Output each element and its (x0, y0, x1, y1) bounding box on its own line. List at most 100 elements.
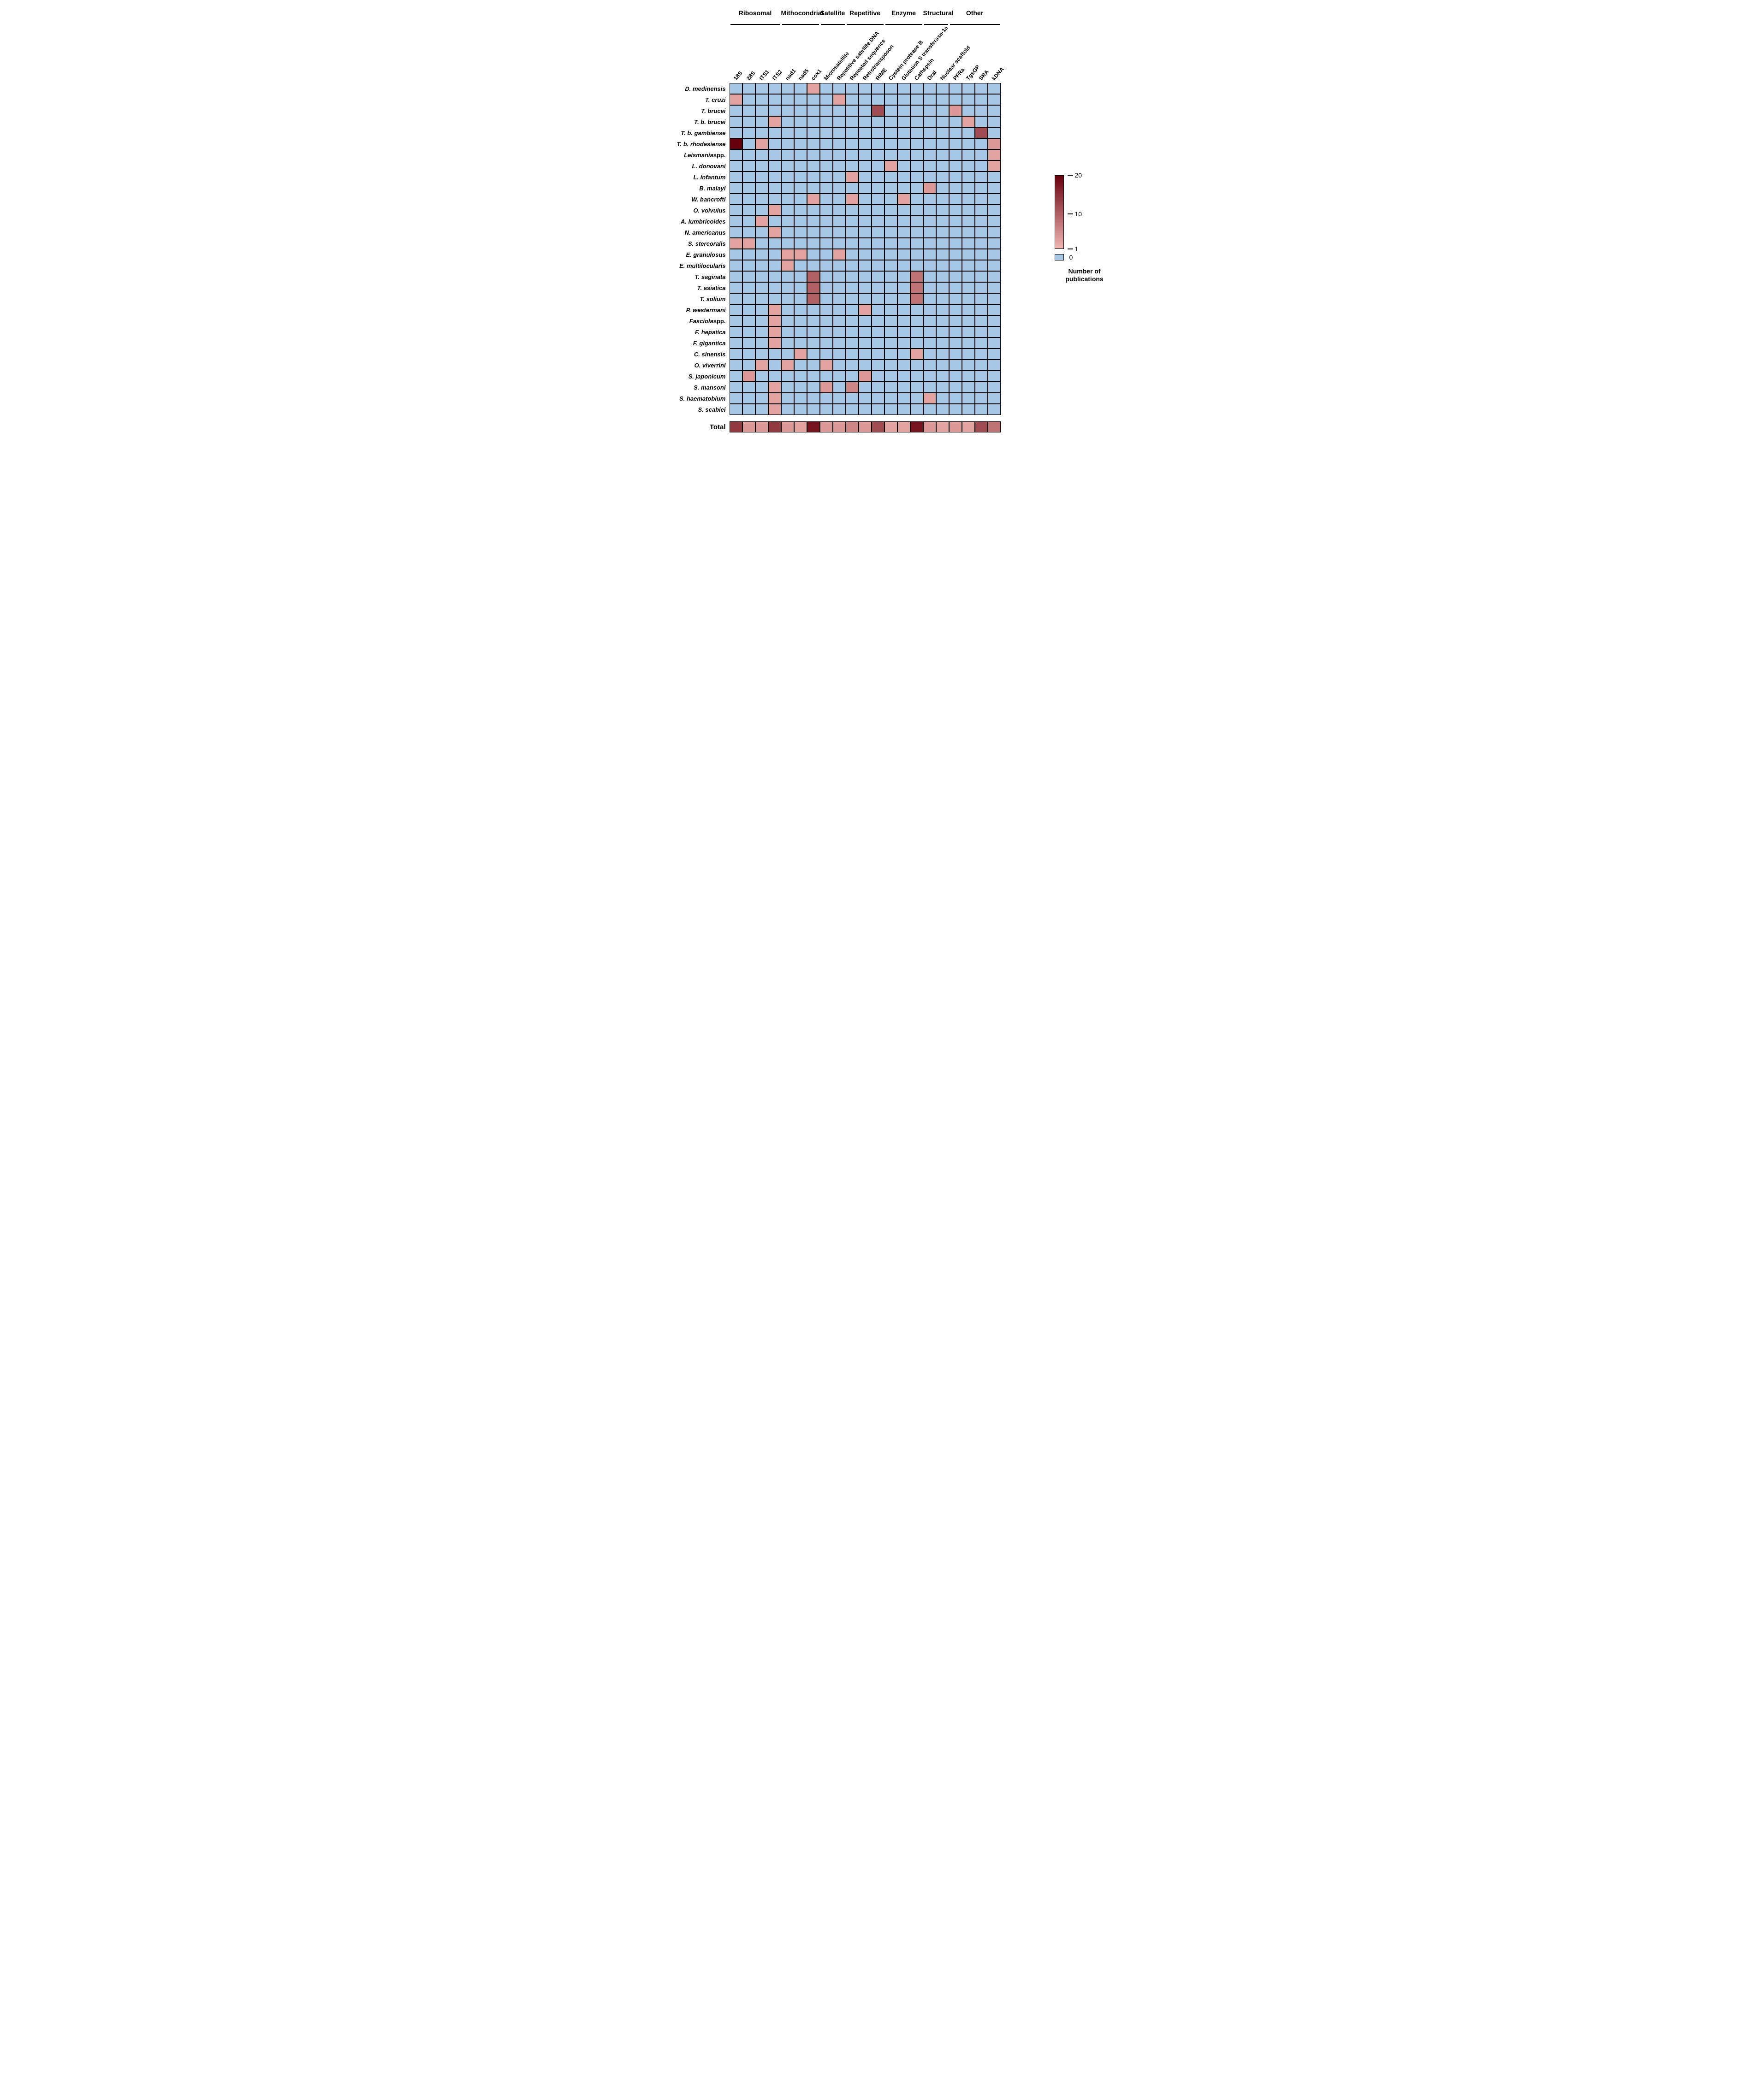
heatmap-cell (742, 326, 755, 337)
heatmap-cell (833, 349, 846, 360)
row-label: T. asiatica (651, 282, 730, 293)
heatmap-cell (794, 216, 807, 227)
legend-tick-dash (1068, 248, 1073, 249)
row-label: E. granulosus (651, 249, 730, 260)
heatmap-cell (833, 382, 846, 393)
heatmap-cell (949, 326, 962, 337)
row-label: F. hepatica (651, 326, 730, 337)
heatmap-cell (768, 260, 781, 271)
heatmap-cell (833, 116, 846, 127)
heatmap-cell (910, 138, 923, 149)
heatmap-cell (730, 404, 742, 415)
figure-container: RibosomalMithocondrialSatelliteRepetitiv… (637, 0, 1126, 451)
heatmap-cell (768, 238, 781, 249)
heatmap-cell (975, 337, 988, 349)
heatmap-cell (988, 172, 1001, 183)
heatmap-cell (730, 127, 742, 138)
heatmap-cell (755, 105, 768, 116)
heatmap-cell (755, 216, 768, 227)
heatmap-cell (936, 249, 949, 260)
heatmap-cell (755, 393, 768, 404)
heatmap-cell (833, 393, 846, 404)
heatmap-cell (755, 293, 768, 304)
heatmap-cell (794, 315, 807, 326)
heatmap-cell (884, 282, 897, 293)
total-cell (807, 421, 820, 432)
heatmap-cell (910, 315, 923, 326)
heatmap-cell (872, 149, 884, 160)
total-cell (949, 421, 962, 432)
heatmap-row: B. malayi (651, 183, 1112, 194)
heatmap-cell (884, 293, 897, 304)
heatmap-cell (794, 94, 807, 105)
heatmap-cell (910, 160, 923, 172)
heatmap-cell (794, 138, 807, 149)
heatmap-cell (975, 194, 988, 205)
heatmap-cell (884, 172, 897, 183)
heatmap-cell (742, 304, 755, 315)
total-cell (846, 421, 859, 432)
heatmap-cell (730, 94, 742, 105)
heatmap-cell (949, 393, 962, 404)
heatmap-cell (923, 393, 936, 404)
row-label: D. medinensis (651, 83, 730, 94)
heatmap-cell (755, 94, 768, 105)
row-label: S. mansoni (651, 382, 730, 393)
heatmap-cell (730, 105, 742, 116)
heatmap-cell (975, 183, 988, 194)
row-cells (730, 349, 1001, 360)
heatmap-cell (936, 349, 949, 360)
heatmap-cell (781, 216, 794, 227)
heatmap-cell (962, 315, 975, 326)
heatmap-cell (975, 293, 988, 304)
heatmap-cell (730, 282, 742, 293)
heatmap-cell (833, 337, 846, 349)
heatmap-cell (975, 172, 988, 183)
heatmap-cell (962, 326, 975, 337)
heatmap-cell (794, 227, 807, 238)
heatmap-cell (730, 326, 742, 337)
heatmap-cell (807, 183, 820, 194)
heatmap-cell (936, 205, 949, 216)
heatmap-cell (988, 293, 1001, 304)
heatmap-cell (742, 172, 755, 183)
heatmap-cell (846, 216, 859, 227)
heatmap-cell (949, 227, 962, 238)
heatmap-chart: RibosomalMithocondrialSatelliteRepetitiv… (651, 9, 1112, 432)
heatmap-cell (781, 127, 794, 138)
heatmap-cell (820, 160, 833, 172)
heatmap-cell (820, 227, 833, 238)
row-label: T. b. gambiense (651, 127, 730, 138)
heatmap-cell (884, 349, 897, 360)
total-cell (988, 421, 1001, 432)
row-cells (730, 216, 1001, 227)
heatmap-cell (872, 337, 884, 349)
heatmap-cell (781, 238, 794, 249)
heatmap-cell (768, 393, 781, 404)
heatmap-cell (923, 194, 936, 205)
heatmap-cell (962, 216, 975, 227)
heatmap-cell (936, 238, 949, 249)
heatmap-cell (833, 315, 846, 326)
heatmap-cell (846, 249, 859, 260)
heatmap-cell (768, 282, 781, 293)
heatmap-cell (781, 105, 794, 116)
heatmap-cell (807, 116, 820, 127)
heatmap-cell (755, 149, 768, 160)
heatmap-cell (755, 205, 768, 216)
heatmap-cell (730, 83, 742, 94)
heatmap-cell (833, 293, 846, 304)
heatmap-cell (820, 382, 833, 393)
heatmap-cell (730, 249, 742, 260)
total-cell (768, 421, 781, 432)
heatmap-cell (807, 315, 820, 326)
heatmap-cell (936, 127, 949, 138)
heatmap-cell (730, 160, 742, 172)
heatmap-cell (781, 360, 794, 371)
heatmap-cell (755, 382, 768, 393)
heatmap-cell (742, 337, 755, 349)
category-header: Repetitive (846, 9, 884, 23)
heatmap-cell (923, 216, 936, 227)
heatmap-cell (807, 249, 820, 260)
heatmap-cell (768, 172, 781, 183)
